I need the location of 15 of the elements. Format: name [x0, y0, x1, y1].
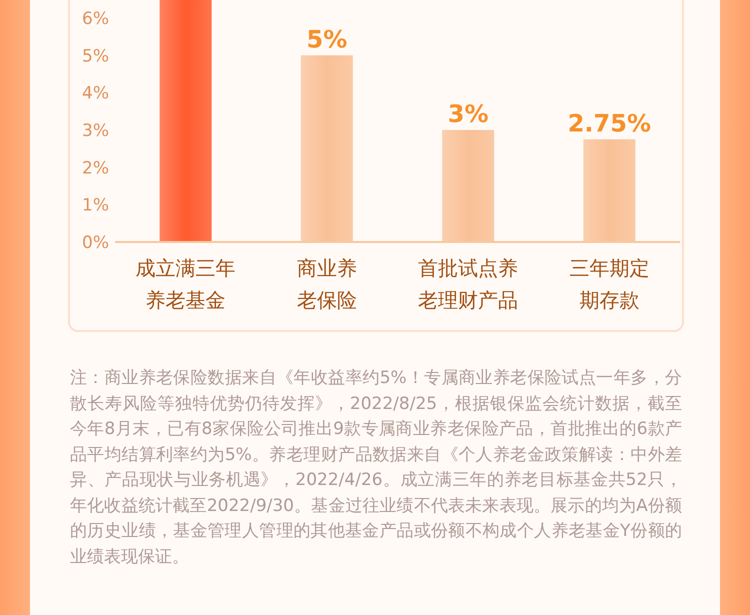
data-label: 5%: [306, 25, 348, 54]
data-label: 3%: [448, 100, 488, 128]
x-tick-label: 首批试点养老理财产品: [417, 255, 520, 314]
x-tick-label: 商业养老保险: [296, 255, 358, 314]
y-tick-label: 2%: [82, 158, 109, 178]
y-tick-label: 6%: [82, 8, 109, 29]
x-tick-label: 成立满三年养老基金: [134, 255, 237, 314]
text: 注：商业养老保险数据来自《年收益率约5%！专属商业养老保险试点一年多，分散长寿风险等独特优势仍待发挥》，2022/8/25，根据银保监会统计数据，截至今年8月末，已有8家保险公司推出9款专属商业养老保险产品，首批推出的6款产品平均结算利率约为5%。养老理财产品数据来自《个人养老金政策解读：中外差异、产品现状与业务机遇》，2022/4/26。成立满三年的养老目标基金共52只，年化收益统计截至2022/9/30。基金过往业绩不代表未来表现。展示的均为A份额的历史业绩，基金管理人管理的其他基金产品或份额不构成个人养老基金Y份额的业绩表现保证。: [70, 367, 682, 568]
y-tick-label: 0%: [82, 233, 109, 253]
y-tick-label: 1%: [82, 196, 109, 216]
data-label: 2.75%: [568, 109, 652, 138]
x-tick-label: 三年期定期存款: [568, 255, 650, 314]
y-tick-label: 3%: [82, 120, 109, 141]
y-tick-label: 5%: [82, 46, 109, 66]
y-tick-label: 4%: [82, 84, 109, 104]
